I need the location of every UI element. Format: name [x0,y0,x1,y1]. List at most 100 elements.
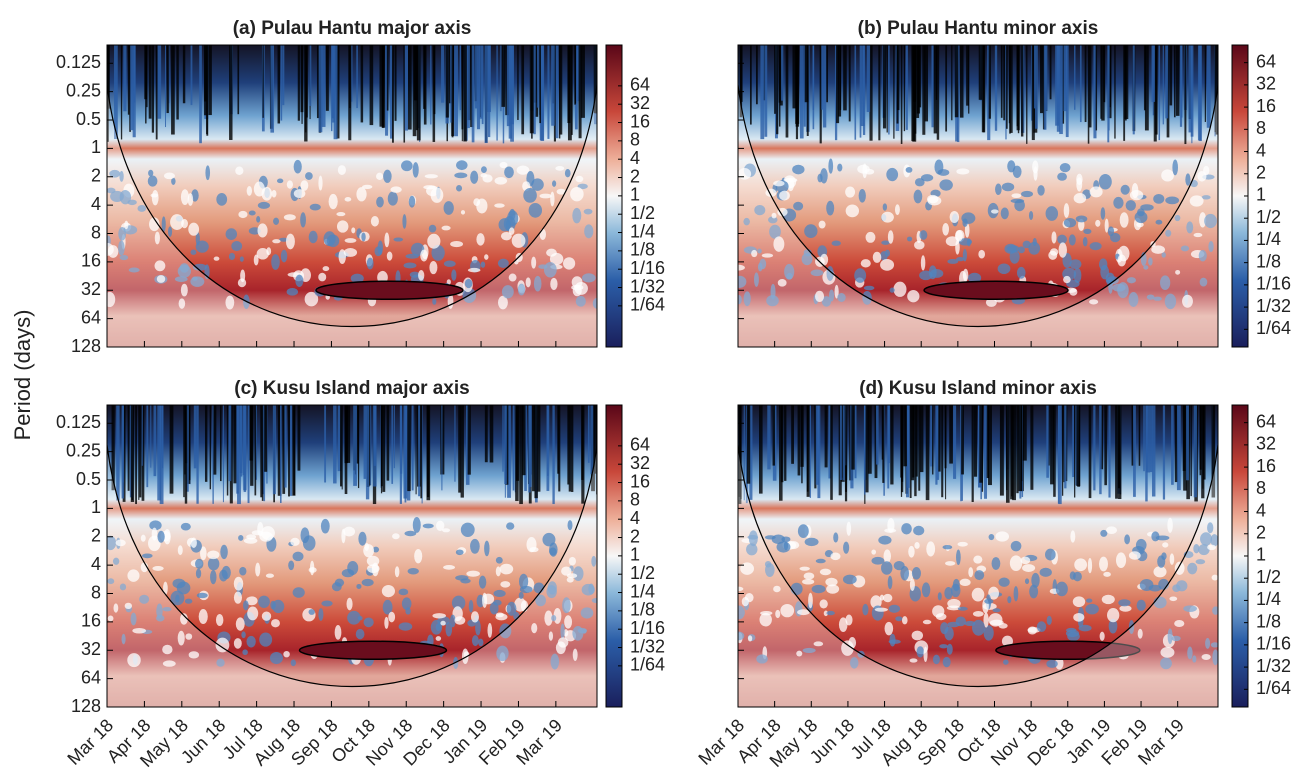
spot [1198,544,1210,556]
spot [243,600,249,611]
streak [508,45,512,139]
streak [836,45,840,124]
streak [369,405,371,486]
spot [1192,655,1197,663]
spot [550,277,558,291]
spot [562,597,571,614]
spot [550,191,555,207]
streak [166,45,169,114]
streak [1099,405,1102,495]
spot [888,604,901,613]
spot [773,585,781,593]
spot [907,290,920,303]
spot [1128,551,1141,560]
spot [1136,599,1146,611]
streak [502,405,504,472]
spot [738,275,747,288]
spot [535,594,546,607]
spot [334,578,345,587]
spot [1022,240,1031,249]
streak [1144,45,1149,131]
streak [196,405,199,504]
streak [1162,405,1166,500]
streak [122,405,124,483]
spot [1210,642,1218,648]
streak [153,405,157,477]
cone-of-influence [738,444,1218,687]
colorbar-tick-label: 1/8 [1256,251,1281,271]
streak [776,45,779,135]
spot [591,555,597,567]
spot [423,185,436,190]
spot [738,586,744,592]
spot [501,285,514,299]
streak [1005,45,1007,140]
spot [1045,206,1059,221]
spot [1075,215,1088,223]
streak [300,45,304,113]
spot [525,277,531,288]
spot [1120,184,1130,195]
streak [1104,405,1107,486]
spot [878,535,892,545]
streak [264,405,268,472]
streak [193,405,197,469]
streak [568,405,572,492]
streak [918,405,921,491]
spot [175,594,180,603]
spot [582,273,596,283]
streak [461,45,464,130]
spot [1069,259,1082,270]
spot [914,541,920,549]
streak [479,45,483,119]
spot [460,210,466,215]
spot [238,535,244,541]
spot [344,197,352,202]
spot [1161,169,1174,182]
spot [156,603,163,619]
colorbar-tick-label: 1/32 [630,276,665,296]
spot [1028,210,1034,220]
streak [1123,45,1126,141]
spot [493,589,506,598]
spot [1207,544,1216,551]
streak [1043,45,1047,130]
streak [1124,45,1129,120]
streak [277,405,282,496]
streak [559,45,563,135]
spot [517,283,526,296]
spot [361,232,366,242]
streak [344,405,348,464]
spot [171,177,176,185]
colorbar-tick-label: 1 [630,545,640,565]
spot [881,211,894,223]
spot [808,592,813,609]
spot [271,619,280,628]
colorbar-tick-label: 64 [630,75,650,95]
spot [308,609,315,615]
streak [382,45,386,128]
spot [1107,607,1120,623]
streak [348,45,352,141]
spot [195,558,204,569]
streak [925,405,930,501]
streak [865,405,869,493]
streak [411,405,414,491]
spot [1020,556,1031,565]
streak [1143,45,1146,111]
streak [159,405,164,505]
colorbar-tick-label: 8 [1256,118,1266,138]
streak [441,405,443,491]
streak [226,405,229,496]
streak [114,45,118,139]
streak [441,45,445,103]
streak [162,405,164,469]
spot [820,253,829,266]
streak [953,405,957,479]
streak [284,405,287,488]
spot [149,520,162,531]
spot [1024,578,1030,585]
streak [867,405,872,474]
spot [1099,631,1105,641]
spot [1125,200,1136,211]
